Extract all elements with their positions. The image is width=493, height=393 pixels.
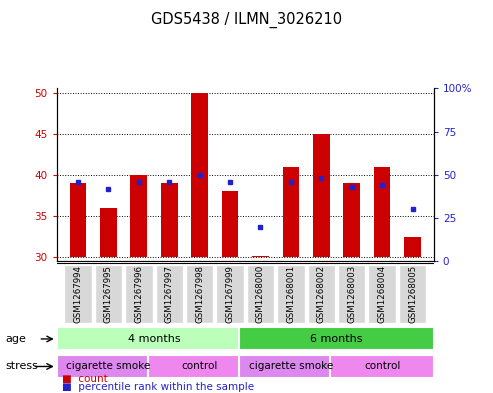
- FancyBboxPatch shape: [368, 264, 396, 323]
- Text: GSM1267998: GSM1267998: [195, 265, 204, 323]
- Text: GSM1268000: GSM1268000: [256, 264, 265, 323]
- Bar: [100, 208, 117, 257]
- Text: GSM1268001: GSM1268001: [286, 264, 295, 323]
- FancyBboxPatch shape: [148, 355, 251, 378]
- Text: GDS5438 / ILMN_3026210: GDS5438 / ILMN_3026210: [151, 12, 342, 28]
- FancyBboxPatch shape: [247, 264, 274, 323]
- Text: ■  count: ■ count: [62, 375, 107, 384]
- Bar: [343, 183, 360, 257]
- Text: cigarette smoke: cigarette smoke: [249, 362, 333, 371]
- FancyBboxPatch shape: [186, 264, 213, 323]
- Bar: [404, 237, 421, 257]
- FancyBboxPatch shape: [277, 264, 305, 323]
- Text: GSM1268005: GSM1268005: [408, 264, 417, 323]
- Text: age: age: [5, 334, 26, 344]
- FancyBboxPatch shape: [308, 264, 335, 323]
- FancyBboxPatch shape: [64, 264, 92, 323]
- Text: 6 months: 6 months: [310, 334, 363, 344]
- Text: cigarette smoke: cigarette smoke: [66, 362, 150, 371]
- FancyBboxPatch shape: [156, 264, 183, 323]
- Bar: [131, 175, 147, 257]
- Text: GSM1268002: GSM1268002: [317, 264, 326, 323]
- Text: GSM1267996: GSM1267996: [134, 265, 143, 323]
- Text: stress: stress: [5, 362, 38, 371]
- Bar: [191, 92, 208, 257]
- FancyBboxPatch shape: [239, 327, 434, 351]
- FancyBboxPatch shape: [57, 355, 160, 378]
- Bar: [222, 191, 239, 257]
- FancyBboxPatch shape: [125, 264, 152, 323]
- FancyBboxPatch shape: [57, 327, 251, 351]
- Text: GSM1267995: GSM1267995: [104, 265, 113, 323]
- Text: GSM1268003: GSM1268003: [347, 264, 356, 323]
- Text: GSM1267997: GSM1267997: [165, 265, 174, 323]
- Text: control: control: [181, 362, 218, 371]
- Text: control: control: [364, 362, 400, 371]
- Bar: [374, 167, 390, 257]
- Bar: [313, 134, 330, 257]
- Bar: [282, 167, 299, 257]
- FancyBboxPatch shape: [216, 264, 244, 323]
- Bar: [161, 183, 177, 257]
- Text: GSM1267994: GSM1267994: [73, 265, 82, 323]
- FancyBboxPatch shape: [399, 264, 426, 323]
- FancyBboxPatch shape: [338, 264, 365, 323]
- FancyBboxPatch shape: [95, 264, 122, 323]
- Text: 4 months: 4 months: [128, 334, 180, 344]
- Text: GSM1267999: GSM1267999: [226, 265, 235, 323]
- FancyBboxPatch shape: [239, 355, 343, 378]
- Bar: [70, 183, 86, 257]
- Text: ■  percentile rank within the sample: ■ percentile rank within the sample: [62, 382, 254, 392]
- Bar: [252, 255, 269, 257]
- Text: GSM1268004: GSM1268004: [378, 264, 387, 323]
- FancyBboxPatch shape: [330, 355, 434, 378]
